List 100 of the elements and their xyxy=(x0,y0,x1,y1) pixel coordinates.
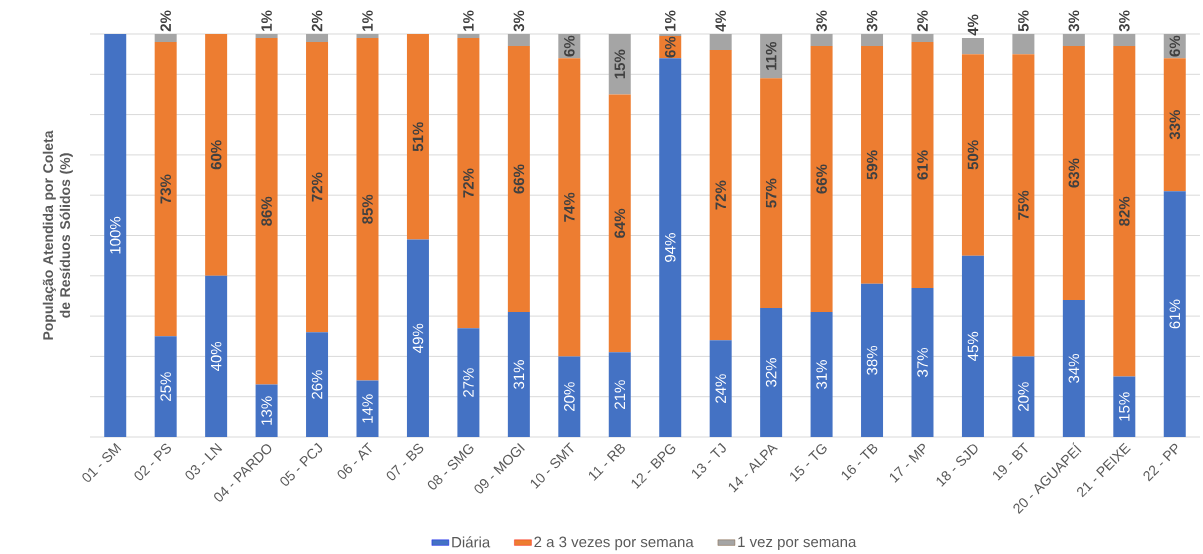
bar xyxy=(255,34,278,39)
bar xyxy=(1062,34,1085,47)
data-label: 5% xyxy=(1018,10,1029,32)
data-label: 15% xyxy=(614,49,626,79)
bar xyxy=(154,336,177,437)
data-label: 1% xyxy=(664,10,676,31)
bar xyxy=(205,275,228,437)
data-label: 20% xyxy=(1018,382,1029,411)
data-label: 6% xyxy=(664,36,676,58)
data-label: 4% xyxy=(715,10,726,32)
data-label: 37% xyxy=(917,347,928,377)
bar xyxy=(457,34,480,39)
x-tick-label: 07 - BS xyxy=(386,443,424,481)
data-label: 74% xyxy=(564,192,575,222)
bar xyxy=(356,34,379,39)
data-label: 3% xyxy=(1119,10,1130,32)
x-tick-label: 15 - TG xyxy=(790,444,827,482)
data-label: 85% xyxy=(362,194,373,224)
data-label: 26% xyxy=(311,370,323,399)
data-label: 72% xyxy=(311,172,323,202)
x-tick-label: 06 - AT xyxy=(337,442,372,479)
bar xyxy=(356,38,379,381)
x-tick-label: 16 - TB xyxy=(841,443,878,481)
data-label: 49% xyxy=(412,323,424,353)
bar xyxy=(1113,46,1136,377)
bar xyxy=(154,34,177,43)
data-label: 72% xyxy=(463,168,474,198)
bar xyxy=(760,78,783,309)
bar xyxy=(406,34,429,240)
data-label: 14% xyxy=(362,394,373,423)
data-label: 100% xyxy=(109,216,121,254)
bar xyxy=(861,283,884,437)
data-label: 27% xyxy=(463,368,474,397)
data-label: 86% xyxy=(261,196,272,226)
bar xyxy=(1062,46,1085,300)
bar xyxy=(507,312,530,437)
bar xyxy=(507,34,530,47)
data-label: 6% xyxy=(564,35,575,57)
data-label: 64% xyxy=(614,208,626,238)
data-label: 4% xyxy=(967,14,979,36)
data-label: 11% xyxy=(765,41,777,70)
data-label: 61% xyxy=(1169,299,1181,329)
data-label: 51% xyxy=(412,122,424,152)
bar xyxy=(356,380,379,437)
bar xyxy=(861,46,884,284)
bar xyxy=(507,46,530,313)
bar xyxy=(1113,34,1136,47)
x-tick-label: 18 - SJD xyxy=(936,444,978,487)
bar xyxy=(306,332,329,437)
data-label: 13% xyxy=(261,396,272,425)
bar xyxy=(1163,58,1186,192)
data-label: 82% xyxy=(1119,196,1130,226)
bar xyxy=(608,34,631,95)
bar xyxy=(659,34,682,37)
bar xyxy=(255,384,278,437)
data-label: 59% xyxy=(866,150,878,180)
bar xyxy=(154,42,177,337)
data-label: 24% xyxy=(715,374,726,403)
bar xyxy=(760,308,783,437)
data-label: 3% xyxy=(866,10,878,32)
bar xyxy=(558,356,581,437)
bar xyxy=(608,352,631,437)
data-label: 60% xyxy=(210,140,222,170)
data-label: 1% xyxy=(463,10,474,31)
bar xyxy=(810,46,833,313)
x-tick-label: 01 - SM xyxy=(82,442,122,482)
bar xyxy=(558,58,581,357)
bar xyxy=(961,255,984,437)
bar xyxy=(1012,54,1035,357)
bar xyxy=(205,34,228,276)
bar xyxy=(810,312,833,437)
data-label: 25% xyxy=(160,372,171,401)
data-label: 1% xyxy=(261,10,272,31)
data-label: 61% xyxy=(917,150,928,180)
x-tick-label: 02 - PS xyxy=(134,443,172,481)
data-label: 73% xyxy=(160,174,172,204)
data-label: 31% xyxy=(513,360,525,389)
data-label: 33% xyxy=(1169,110,1181,140)
x-tick-label: 13 - TJ xyxy=(692,442,726,479)
data-label: 15% xyxy=(1119,392,1130,421)
legend-label: 2 a 3 vezes por semana xyxy=(534,536,694,551)
legend-label: 1 vez por semana xyxy=(738,536,857,551)
data-label: 63% xyxy=(1068,158,1080,188)
bar xyxy=(608,94,631,353)
bar xyxy=(306,42,329,333)
data-label: 2% xyxy=(311,10,323,32)
data-label: 1% xyxy=(362,10,373,31)
bar xyxy=(911,42,934,288)
x-tick-label: 19 - BT xyxy=(993,442,1028,481)
data-label: 50% xyxy=(967,140,979,170)
data-label: 66% xyxy=(513,164,525,194)
data-label: 2% xyxy=(160,10,171,32)
bar xyxy=(457,38,480,329)
bar xyxy=(911,287,934,437)
data-label: 21% xyxy=(614,380,626,409)
data-label: 38% xyxy=(866,345,878,375)
data-label: 6% xyxy=(1169,35,1181,57)
bar xyxy=(306,34,329,43)
bar xyxy=(1062,299,1085,437)
bar xyxy=(709,340,732,437)
